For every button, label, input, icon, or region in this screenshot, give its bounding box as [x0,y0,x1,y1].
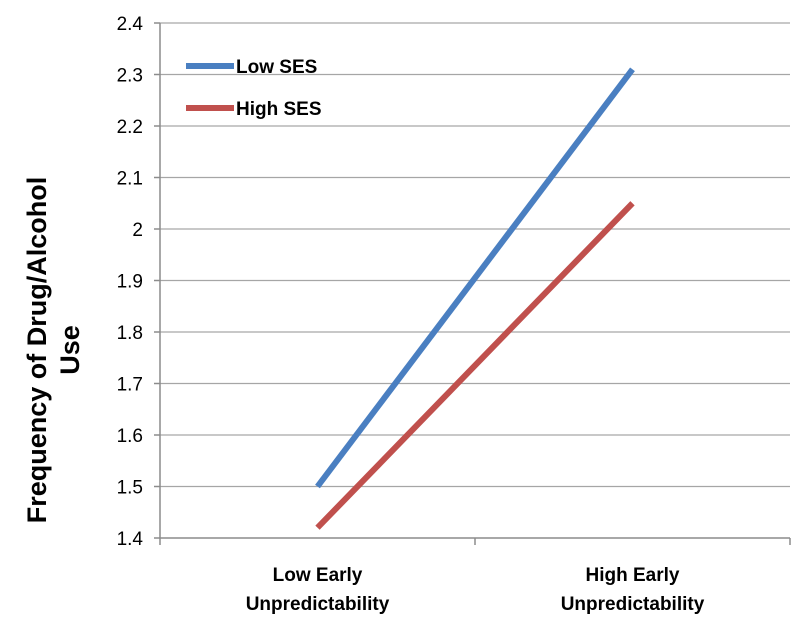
y-tick-label: 2.4 [117,14,144,35]
y-tick-label: 2.3 [117,66,143,87]
y-tick-label: 1.4 [117,529,144,550]
x-category-label: High Early Unpredictability [561,565,705,615]
y-axis-ticks: 1.4 1.5 1.6 1.7 1.8 1.9 2 2.1 2.2 2.3 2.4 [117,14,144,550]
gridlines [160,22,790,488]
y-tick-label: 1.8 [117,323,143,344]
x-axis-categories: Low Early Unpredictability High Early Unpre… [246,565,705,615]
legend: Low SES High SES [186,57,322,120]
y-tick-label: 2.2 [117,117,143,138]
y-tick-label: 1.9 [117,272,143,293]
y-tick-label: 1.6 [117,426,143,447]
x-category-label: Low Early Unpredictability [246,565,390,615]
axes [154,22,791,545]
legend-label: Low SES [236,57,317,78]
y-tick-label: 2 [132,220,143,241]
y-tick-label: 1.7 [117,375,143,396]
legend-label: High SES [236,99,322,120]
series-lines [315,67,635,530]
y-axis-title: Frequency of Drug/Alcohol Use [22,177,85,524]
y-tick-label: 2.1 [117,169,143,190]
series-line-low-ses [315,67,635,489]
y-tick-label: 1.5 [117,478,143,499]
series-line-high-ses [315,201,635,530]
